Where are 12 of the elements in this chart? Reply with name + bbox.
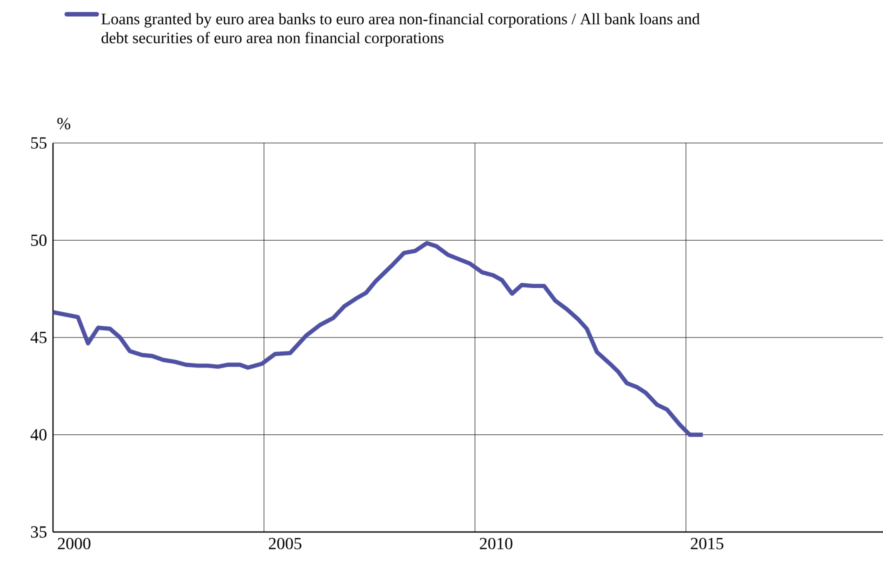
y-tick-label: 55 — [31, 137, 46, 149]
y-tick-label: 35 — [31, 526, 46, 538]
y-tick-label: 45 — [30, 332, 46, 344]
legend-label: Loans granted by euro area banks to euro area non-financial corporations / All bank loans and debt securities of euro area non financial corporations — [101, 12, 700, 47]
x-tick-label: 2010 — [480, 538, 512, 550]
line-series — [53, 241, 705, 437]
y-axis-title: % — [57, 118, 70, 130]
y-tick-label: 50 — [31, 234, 47, 246]
x-tick-label: 2015 — [690, 538, 724, 550]
y-tick-label: 40 — [30, 429, 47, 440]
x-tick-label: 2005 — [268, 538, 302, 550]
x-tick-label: 2000 — [58, 538, 90, 550]
